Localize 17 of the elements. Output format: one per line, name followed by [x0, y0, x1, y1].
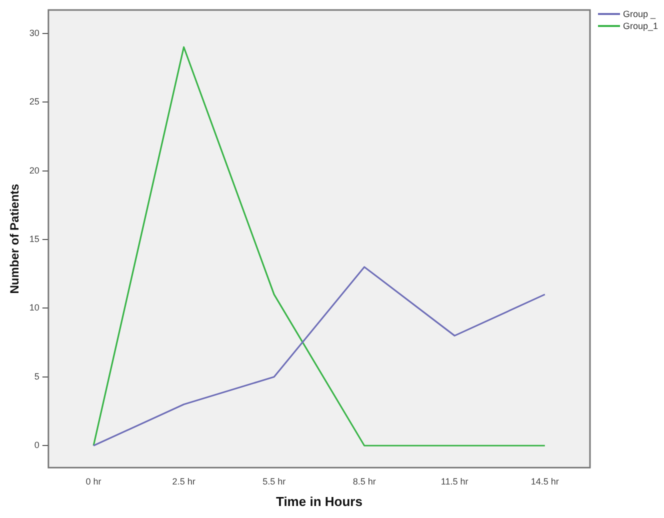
- y-tick-label: 30: [29, 28, 40, 38]
- x-tick-label: 2.5 hr: [172, 476, 196, 486]
- y-tick-label: 20: [29, 165, 40, 176]
- legend-label: Group_1: [622, 20, 658, 32]
- y-tick-label: 25: [29, 96, 40, 107]
- x-tick-label: 0 hr: [86, 476, 102, 486]
- y-tick-label: 5: [34, 371, 40, 382]
- y-tick-label: 0: [34, 440, 40, 450]
- x-tick-label: 5.5 hr: [262, 476, 286, 486]
- x-tick-label: 11.5 hr: [440, 476, 468, 486]
- x-tick-label: 8.5 hr: [352, 476, 376, 486]
- legend-label: Group _: [622, 8, 657, 20]
- y-tick-label: 10: [29, 302, 40, 313]
- x-tick-label: 14.5 hr: [530, 476, 559, 486]
- x-axis-title: Time in Hours: [276, 494, 362, 509]
- y-tick-label: 15: [29, 234, 40, 244]
- y-axis-title: Number of Patients: [8, 183, 22, 294]
